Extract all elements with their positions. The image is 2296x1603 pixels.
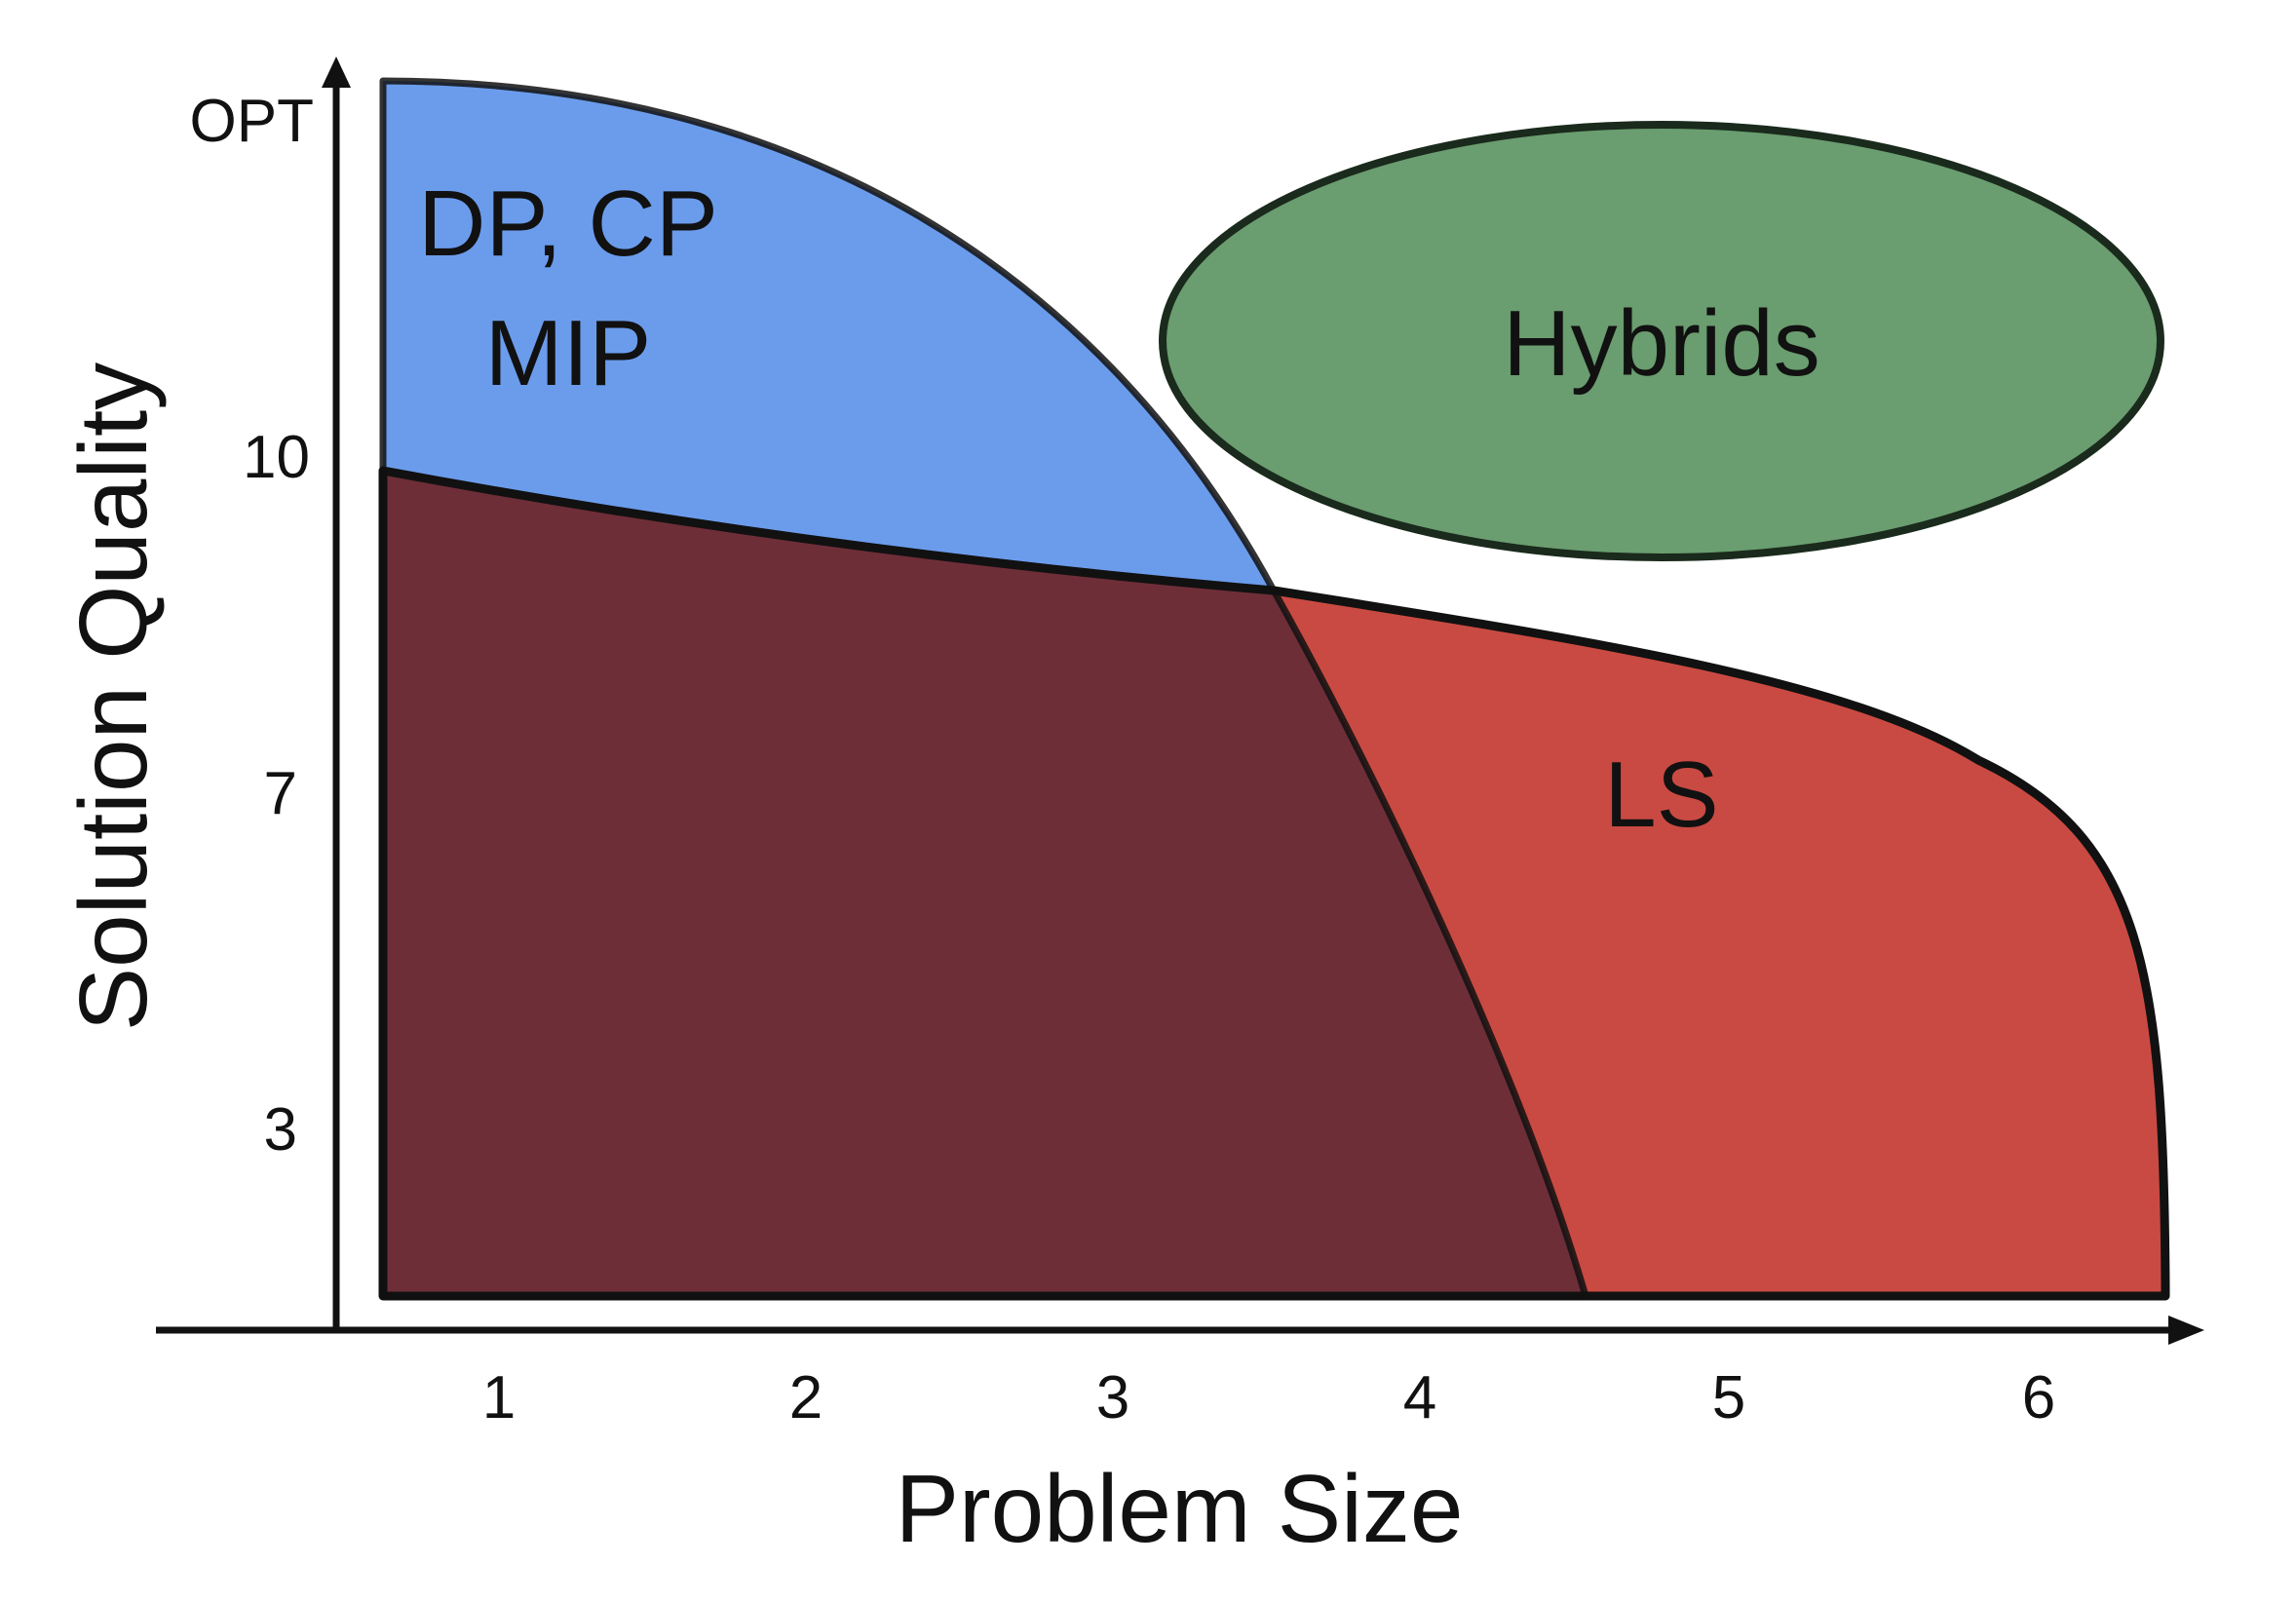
y-tick-7: 7: [264, 760, 297, 827]
x-axis-arrowhead: [2168, 1316, 2204, 1345]
hybrids-label: Hybrids: [1503, 291, 1819, 396]
hybrids-region: [1159, 121, 2164, 561]
y-tick-3: 3: [264, 1096, 297, 1164]
y-axis-arrowhead: [322, 57, 351, 88]
x-tick-2: 2: [789, 1364, 823, 1431]
y-tick-10: 10: [243, 424, 310, 491]
x-tick-5: 5: [1712, 1364, 1745, 1431]
x-tick-3: 3: [1096, 1364, 1129, 1431]
y-axis-label: Solution Quality: [59, 363, 167, 1031]
y-tick-opt: OPT: [190, 88, 314, 155]
exact-methods-label-line1: DP, CP: [418, 172, 718, 276]
x-axis-label: Problem Size: [896, 1455, 1464, 1562]
overlap-region: [383, 471, 1586, 1296]
exact-methods-region-outline: [379, 77, 1589, 1300]
exact-methods-label-line2: MIP: [485, 301, 652, 405]
ls-label: LS: [1604, 743, 1718, 847]
x-tick-4: 4: [1403, 1364, 1436, 1431]
x-tick-1: 1: [482, 1364, 516, 1431]
x-tick-6: 6: [2022, 1364, 2055, 1431]
ls-region-outline: [378, 466, 2170, 1301]
